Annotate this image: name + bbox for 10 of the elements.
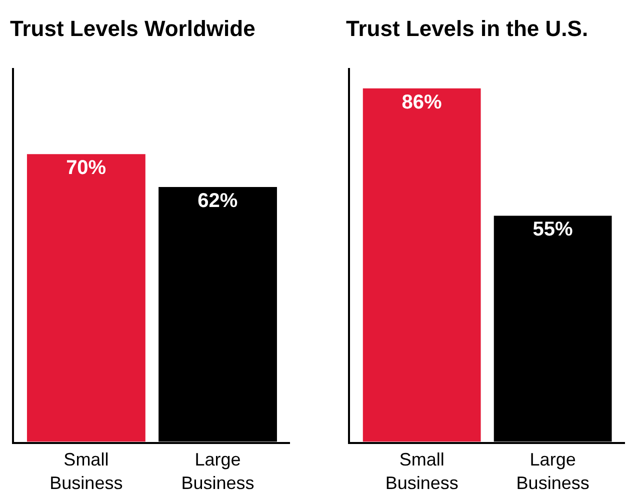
chart-title: Trust Levels Worldwide bbox=[10, 16, 256, 41]
x-tick-label: Large Business bbox=[516, 449, 590, 493]
data-label: 55% bbox=[532, 218, 573, 241]
chart-title: Trust Levels in the U.S. bbox=[346, 16, 588, 41]
data-label: 70% bbox=[66, 157, 106, 180]
data-label: 86% bbox=[402, 91, 442, 114]
data-label: 62% bbox=[198, 190, 238, 212]
x-tick-label: Large Business bbox=[181, 449, 254, 493]
x-tick-label: Small Business bbox=[385, 449, 458, 493]
x-tick-label: Small Business bbox=[50, 449, 123, 493]
